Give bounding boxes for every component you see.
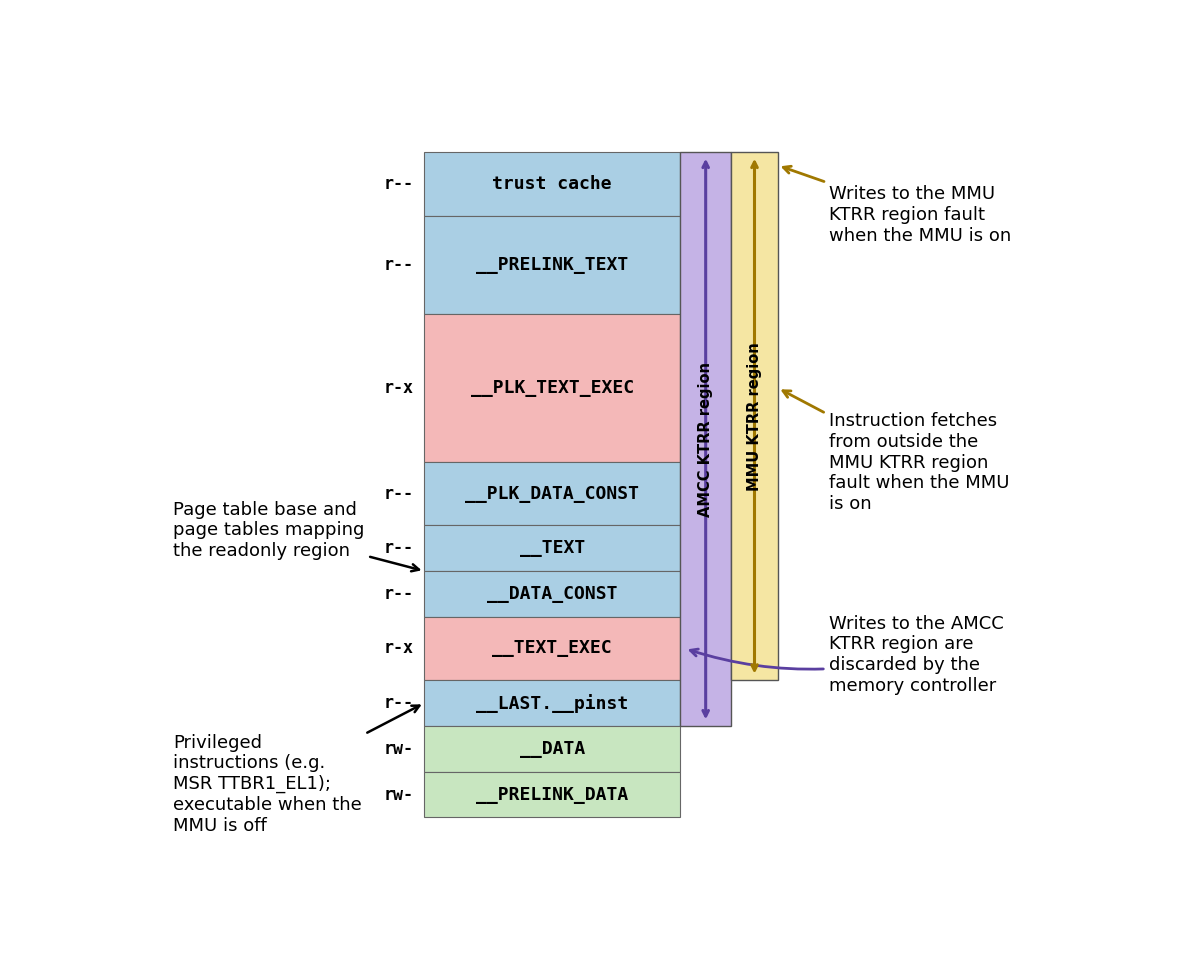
Text: rw-: rw-	[383, 740, 413, 757]
Bar	[425, 314, 680, 462]
Text: r-x: r-x	[383, 379, 413, 397]
Text: r--: r--	[383, 485, 413, 503]
Text: r--: r--	[383, 255, 413, 274]
Text: __LAST.__pinst: __LAST.__pinst	[476, 693, 629, 712]
Bar	[731, 153, 778, 681]
Text: Instruction fetches
from outside the
MMU KTRR region
fault when the MMU
is on: Instruction fetches from outside the MMU…	[782, 391, 1009, 514]
Bar	[425, 525, 680, 571]
Text: Privileged
instructions (e.g.
MSR TTBR1_EL1);
executable when the
MMU is off: Privileged instructions (e.g. MSR TTBR1_…	[173, 706, 420, 835]
Bar	[425, 571, 680, 617]
Bar	[425, 216, 680, 314]
Text: Writes to the AMCC
KTRR region are
discarded by the
memory controller: Writes to the AMCC KTRR region are disca…	[690, 614, 1003, 695]
Bar	[425, 772, 680, 818]
Text: r--: r--	[383, 175, 413, 193]
Text: trust cache: trust cache	[492, 175, 612, 193]
Text: r--: r--	[383, 694, 413, 712]
Bar	[680, 153, 731, 726]
Bar	[425, 462, 680, 525]
Text: __PRELINK_DATA: __PRELINK_DATA	[476, 785, 629, 804]
Text: Page table base and
page tables mapping
the readonly region: Page table base and page tables mapping …	[173, 500, 419, 571]
Text: __TEXT: __TEXT	[520, 540, 584, 557]
Text: r--: r--	[383, 585, 413, 603]
Text: r--: r--	[383, 540, 413, 557]
Text: __TEXT_EXEC: __TEXT_EXEC	[492, 639, 612, 658]
Text: __PLK_DATA_CONST: __PLK_DATA_CONST	[466, 485, 640, 503]
Text: rw-: rw-	[383, 785, 413, 804]
Bar	[425, 726, 680, 772]
Text: Writes to the MMU
KTRR region fault
when the MMU is on: Writes to the MMU KTRR region fault when…	[784, 166, 1012, 245]
Text: __PLK_TEXT_EXEC: __PLK_TEXT_EXEC	[470, 379, 634, 397]
Text: r-x: r-x	[383, 639, 413, 658]
Text: __DATA: __DATA	[520, 740, 584, 757]
Bar	[425, 680, 680, 726]
Bar	[425, 153, 680, 216]
Text: AMCC KTRR region: AMCC KTRR region	[698, 362, 713, 516]
Text: MMU KTRR region: MMU KTRR region	[746, 342, 762, 491]
Bar	[425, 617, 680, 681]
Text: __PRELINK_TEXT: __PRELINK_TEXT	[476, 255, 629, 274]
Text: __DATA_CONST: __DATA_CONST	[487, 585, 618, 603]
